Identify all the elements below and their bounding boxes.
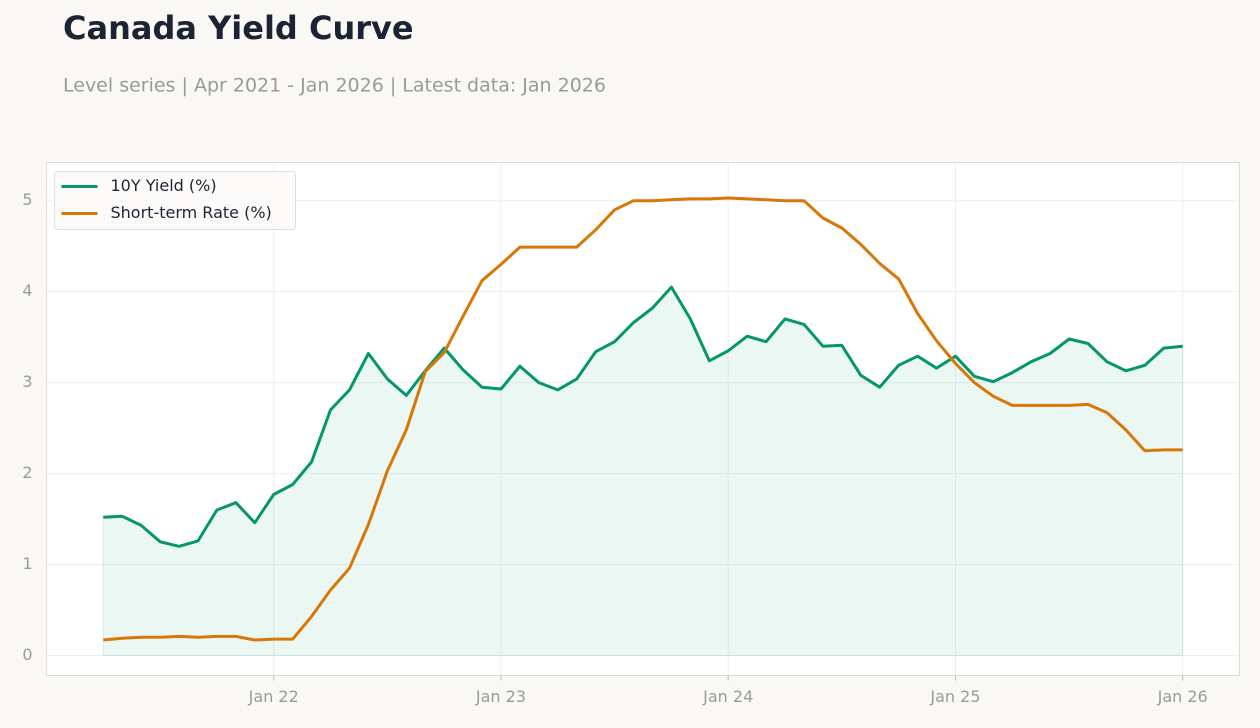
chart-subtitle: Level series | Apr 2021 - Jan 2026 | Lat… [63, 75, 606, 97]
chart-title: Canada Yield Curve [63, 9, 414, 47]
y-tick-label: 5 [22, 190, 32, 209]
plot-area [46, 162, 1240, 676]
legend: 10Y Yield (%) Short-term Rate (%) [54, 171, 296, 230]
series-line [103, 196, 1183, 642]
y-tick-label: 0 [22, 645, 32, 664]
y-tick-label: 3 [22, 372, 32, 391]
x-tick-label: Jan 22 [248, 687, 299, 706]
x-tick-label: Jan 24 [702, 687, 753, 706]
x-tick-label: Jan 26 [1157, 687, 1208, 706]
legend-box [54, 171, 296, 230]
x-tick-label: Jan 23 [475, 687, 526, 706]
y-tick-label: 2 [22, 463, 32, 482]
x-tick-label: Jan 25 [929, 687, 980, 706]
series-line [103, 285, 1183, 548]
legend-label: 10Y Yield (%) [111, 176, 217, 195]
legend-label: Short-term Rate (%) [111, 203, 272, 222]
y-tick-label: 1 [22, 554, 32, 573]
y-tick-label: 4 [22, 281, 32, 300]
